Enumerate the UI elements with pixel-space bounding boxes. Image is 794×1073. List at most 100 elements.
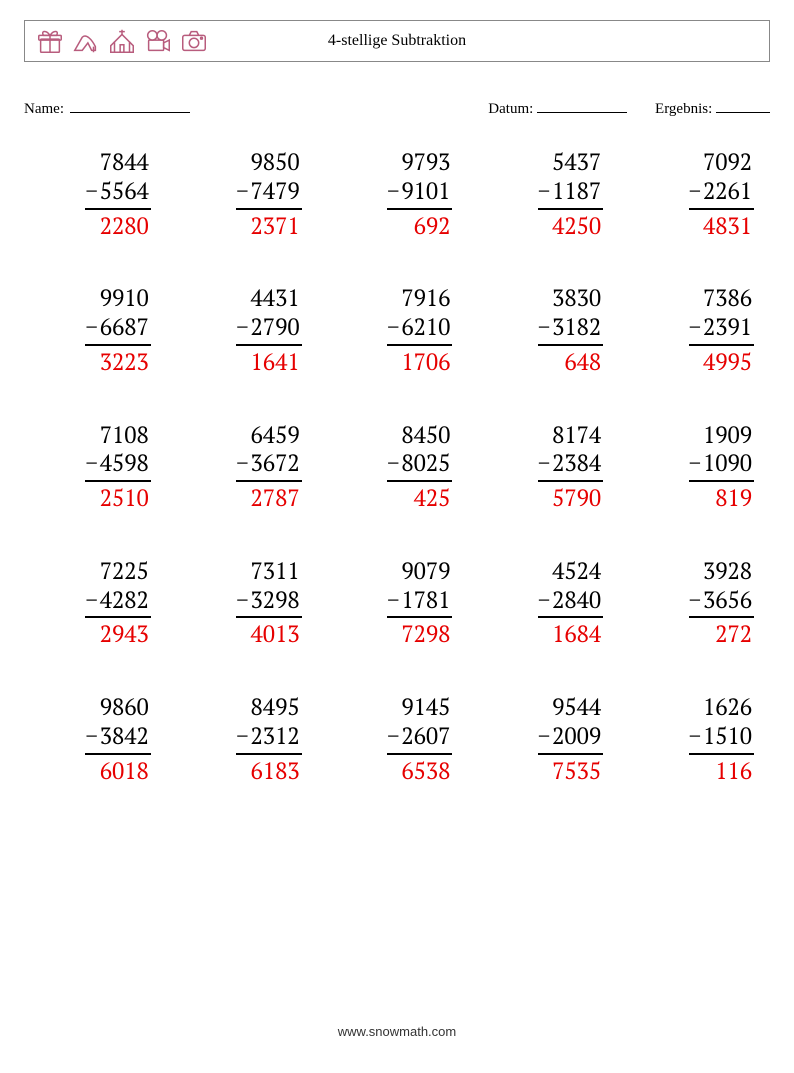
minuend: 7311 xyxy=(251,557,302,586)
problem-stack: 9793−9101692 xyxy=(387,148,452,240)
answer: 425 xyxy=(414,482,453,513)
answer: 2787 xyxy=(251,482,302,513)
problem-stack: 4431−27901641 xyxy=(236,284,301,376)
minuend: 4431 xyxy=(251,284,302,313)
minuend: 9544 xyxy=(552,693,603,722)
subtrahend: 9101 xyxy=(401,175,450,206)
subtrahend: 1781 xyxy=(401,584,450,615)
minus-sign: − xyxy=(85,175,97,206)
subtrahend: 2391 xyxy=(703,311,752,342)
minus-sign: − xyxy=(689,447,701,478)
subtrahend: 2261 xyxy=(703,175,752,206)
minuend: 9079 xyxy=(401,557,452,586)
problem: 9850−74792371 xyxy=(191,148,302,240)
subtrahend: 2384 xyxy=(552,447,601,478)
problem-stack: 9145−26076538 xyxy=(387,693,452,785)
problem: 9793−9101692 xyxy=(342,148,453,240)
minus-sign: − xyxy=(538,584,550,615)
minus-sign: − xyxy=(236,447,248,478)
problem-stack: 9910−66873223 xyxy=(85,284,150,376)
minuend: 3830 xyxy=(552,284,603,313)
subtrahend-row: −3182 xyxy=(538,313,603,346)
gift-icon xyxy=(35,26,65,56)
subtrahend-row: −2840 xyxy=(538,586,603,619)
minus-sign: − xyxy=(236,720,248,751)
footer-link[interactable]: www.snowmath.com xyxy=(0,1024,794,1039)
subtrahend: 4282 xyxy=(100,584,149,615)
minuend: 6459 xyxy=(251,421,302,450)
date-line[interactable] xyxy=(537,96,627,113)
problem: 8495−23126183 xyxy=(191,693,302,785)
minuend: 9910 xyxy=(100,284,151,313)
minus-sign: − xyxy=(689,720,701,751)
minus-sign: − xyxy=(689,584,701,615)
subtrahend: 2009 xyxy=(552,720,601,751)
problem-stack: 9860−38426018 xyxy=(85,693,150,785)
subtrahend: 1510 xyxy=(703,720,752,751)
minus-sign: − xyxy=(85,311,97,342)
answer: 272 xyxy=(715,618,754,649)
problem: 9860−38426018 xyxy=(40,693,151,785)
result-line[interactable] xyxy=(716,96,770,113)
problem-stack: 9850−74792371 xyxy=(236,148,301,240)
subtrahend-row: −2261 xyxy=(689,177,754,210)
problem: 8450−8025425 xyxy=(342,421,453,513)
problem: 7108−45982510 xyxy=(40,421,151,513)
subtrahend: 3182 xyxy=(552,311,601,342)
subtrahend-row: −2607 xyxy=(387,722,452,755)
minus-sign: − xyxy=(387,447,399,478)
problem-stack: 3830−3182648 xyxy=(538,284,603,376)
subtrahend-row: −3842 xyxy=(85,722,150,755)
subtrahend-row: −3672 xyxy=(236,449,301,482)
answer: 5790 xyxy=(552,482,603,513)
result-field: Ergebnis: xyxy=(655,96,770,118)
minuend: 7844 xyxy=(100,148,151,177)
subtrahend-row: −1187 xyxy=(538,177,603,210)
subtrahend-row: −1781 xyxy=(387,586,452,619)
minus-sign: − xyxy=(538,311,550,342)
problem-stack: 7844−5564 2280 xyxy=(85,148,150,240)
subtrahend-row: −6210 xyxy=(387,313,452,346)
problems-area: 7844−556422809850−747923719793−910169254… xyxy=(40,148,754,785)
subtrahend-row: −9101 xyxy=(387,177,452,210)
problem-stack: 8174−23845790 xyxy=(538,421,603,513)
subtrahend-row: −1090 xyxy=(689,449,754,482)
answer: 3223 xyxy=(100,346,151,377)
problem-stack: 7916−62101706 xyxy=(387,284,452,376)
name-line[interactable] xyxy=(70,96,190,113)
subtrahend: 2790 xyxy=(251,311,300,342)
problem-stack: 5437−11874250 xyxy=(538,148,603,240)
subtrahend: 5564 xyxy=(100,175,149,206)
problem: 9910−66873223 xyxy=(40,284,151,376)
problem: 3830−3182648 xyxy=(492,284,603,376)
minus-sign: − xyxy=(387,720,399,751)
problem: 7916−62101706 xyxy=(342,284,453,376)
problem-stack: 6459−36722787 xyxy=(236,421,301,513)
subtrahend: 3656 xyxy=(703,584,752,615)
subtrahend-row: −3656 xyxy=(689,586,754,619)
minus-sign: − xyxy=(387,175,399,206)
problem: 4431−27901641 xyxy=(191,284,302,376)
answer: 4013 xyxy=(251,618,302,649)
answer: 819 xyxy=(715,482,754,513)
subtrahend-row: −2790 xyxy=(236,313,301,346)
problem: 5437−11874250 xyxy=(492,148,603,240)
subtrahend-row: −4282 xyxy=(85,586,150,619)
problem-stack: 7311−32984013 xyxy=(236,557,301,649)
minuend: 9850 xyxy=(251,148,302,177)
minuend: 9860 xyxy=(100,693,151,722)
problem-stack: 9544−20097535 xyxy=(538,693,603,785)
minus-sign: − xyxy=(538,447,550,478)
minuend: 7916 xyxy=(401,284,452,313)
result-label: Ergebnis: xyxy=(655,101,712,117)
problem-stack: 7386−23914995 xyxy=(689,284,754,376)
answer: 2280 xyxy=(100,210,151,241)
minus-sign: − xyxy=(689,175,701,206)
heel-icon xyxy=(71,26,101,56)
answer: 648 xyxy=(564,346,603,377)
minuend: 3928 xyxy=(703,557,754,586)
answer: 2510 xyxy=(100,482,151,513)
subtrahend: 1187 xyxy=(552,175,601,206)
problem-stack: 7092−22614831 xyxy=(689,148,754,240)
minuend: 7108 xyxy=(100,421,151,450)
